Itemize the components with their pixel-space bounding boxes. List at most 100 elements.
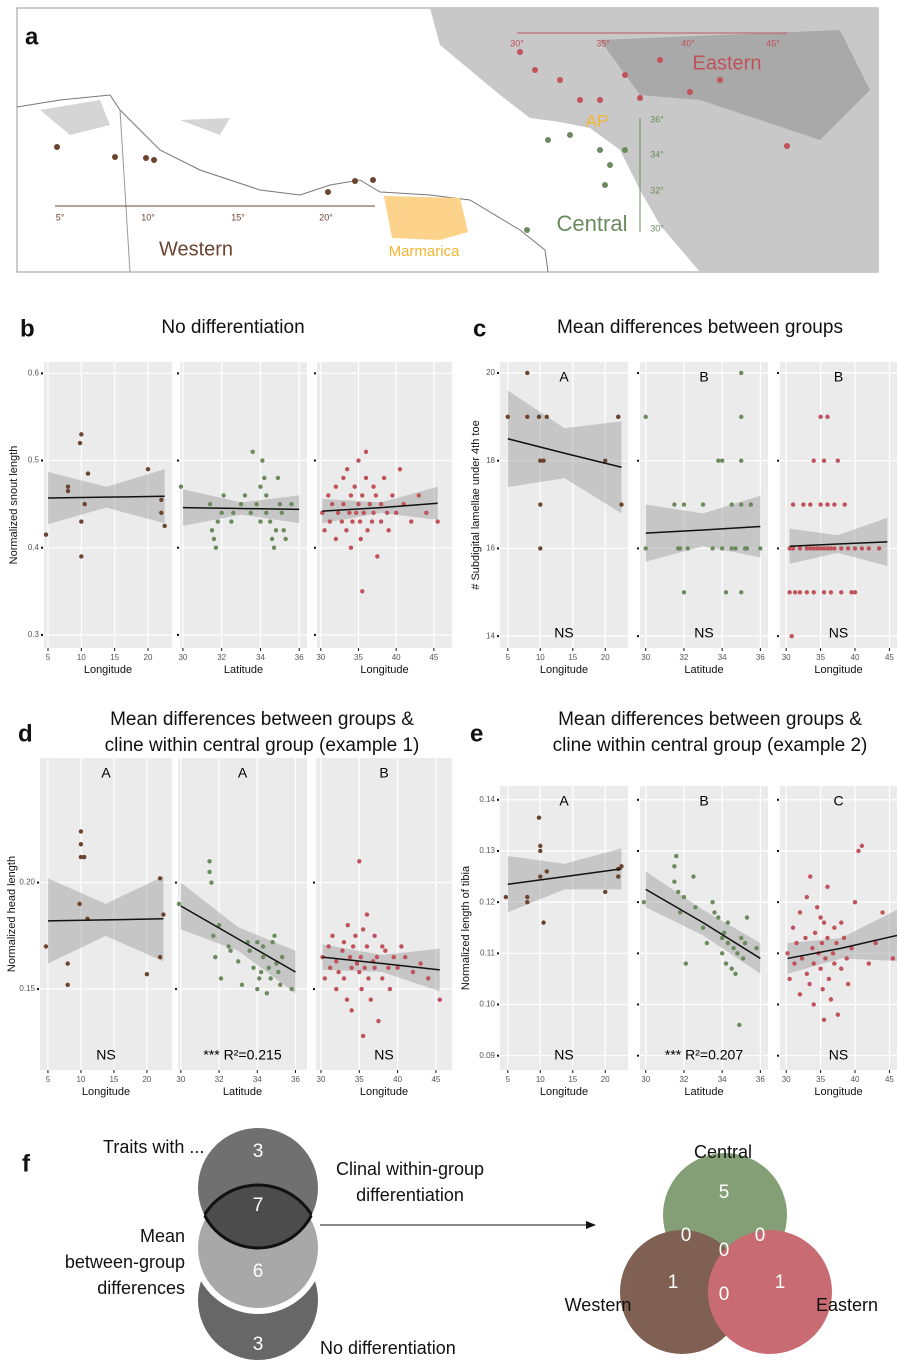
point [839, 966, 843, 970]
point [146, 467, 150, 471]
annotation: NS [374, 1047, 393, 1063]
point [44, 532, 48, 536]
point [162, 524, 166, 528]
point [280, 511, 284, 515]
point [209, 880, 213, 884]
point [361, 1034, 365, 1038]
x-tick-label: 36 [295, 653, 304, 662]
point [537, 816, 541, 820]
point [386, 528, 390, 532]
page: a 30°35°40°45° Eastern AP 36°34°32°30° C… [0, 0, 897, 1361]
point [873, 941, 877, 945]
venn-label: No differentiation [320, 1338, 456, 1358]
point [820, 987, 824, 991]
point [812, 1002, 816, 1006]
point [644, 546, 648, 550]
point [371, 511, 375, 515]
point [379, 502, 383, 506]
point [361, 927, 365, 931]
point [891, 956, 895, 960]
point [424, 511, 428, 515]
point [360, 589, 364, 593]
point [267, 966, 271, 970]
point [380, 976, 384, 980]
point [726, 920, 730, 924]
point [350, 519, 354, 523]
point [82, 855, 86, 859]
point [754, 946, 758, 950]
facet-label: B [834, 369, 843, 385]
y-tick-label: 0.20 [19, 878, 35, 887]
point [836, 1013, 840, 1017]
point [818, 415, 822, 419]
point [254, 502, 258, 506]
point [682, 590, 686, 594]
venn-label: Mean [140, 1226, 185, 1246]
point [831, 951, 835, 955]
x-axis-label: Longitude [540, 1086, 588, 1098]
facet-label: B [699, 793, 708, 809]
x-tick-label: 15 [568, 653, 577, 662]
x-tick-label: 20 [142, 1075, 151, 1084]
point [214, 546, 218, 550]
point [808, 874, 812, 878]
point [247, 949, 251, 953]
point [385, 511, 389, 515]
point [357, 859, 361, 863]
scale-label: 30° [650, 223, 664, 233]
point [243, 493, 247, 497]
point [839, 546, 843, 550]
point [525, 895, 529, 899]
point [545, 869, 549, 873]
point [270, 940, 274, 944]
venn-label: Clinal within-group [336, 1159, 484, 1179]
figure: a 30°35°40°45° Eastern AP 36°34°32°30° C… [0, 0, 897, 1361]
y-tick-label: 0.10 [479, 1000, 495, 1009]
point [351, 944, 355, 948]
point [724, 590, 728, 594]
point [426, 976, 430, 980]
point [240, 983, 244, 987]
point [822, 1018, 826, 1022]
x-tick-label: 10 [536, 653, 545, 662]
x-tick-label: 40 [393, 1075, 402, 1084]
point [435, 519, 439, 523]
point [326, 493, 330, 497]
point [349, 1008, 353, 1012]
panel-letter: d [18, 720, 33, 747]
x-tick-label: 36 [291, 1075, 300, 1084]
venn-label: differentiation [356, 1185, 464, 1205]
point [867, 546, 871, 550]
point [803, 936, 807, 940]
point [705, 941, 709, 945]
point [278, 983, 282, 987]
x-tick-label: 35 [355, 1075, 364, 1084]
venn-label: differences [97, 1278, 185, 1298]
point [825, 502, 829, 506]
point [846, 546, 850, 550]
point [177, 902, 181, 906]
point [739, 936, 743, 940]
point [362, 511, 366, 515]
point [255, 940, 259, 944]
x-tick-label: 32 [679, 1075, 688, 1084]
x-tick-label: 32 [217, 653, 226, 662]
point [219, 511, 223, 515]
point [349, 966, 353, 970]
point [358, 519, 362, 523]
point [720, 951, 724, 955]
x-tick-label: 36 [756, 1075, 765, 1084]
point [787, 977, 791, 981]
point [616, 874, 620, 878]
point [328, 519, 332, 523]
x-tick-label: 30 [782, 653, 791, 662]
point [364, 476, 368, 480]
venn-heading: Traits with ... [103, 1137, 204, 1157]
x-tick-label: 35 [354, 653, 363, 662]
point [66, 983, 70, 987]
point [794, 941, 798, 945]
point [258, 519, 262, 523]
point [822, 590, 826, 594]
point [853, 546, 857, 550]
scale-label: 30° [510, 38, 524, 48]
